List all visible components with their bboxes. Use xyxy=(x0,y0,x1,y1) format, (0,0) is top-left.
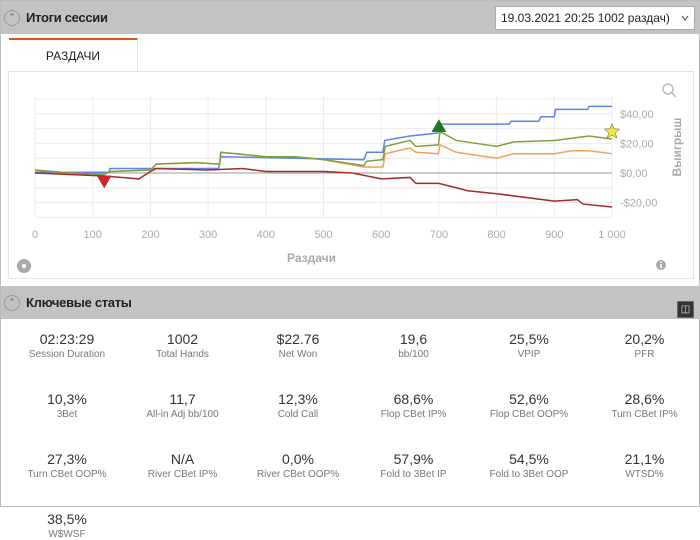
stat-label: PFR xyxy=(587,349,700,360)
section-title: Ключевые статы xyxy=(26,295,132,310)
stat-label: VPIP xyxy=(471,349,587,360)
x-tick-label: 800 xyxy=(487,229,505,241)
triangle-up-marker xyxy=(432,120,446,132)
stat-item: 0,0% River CBet OOP% xyxy=(240,451,356,480)
stat-label: All-in Adj bb/100 xyxy=(125,409,241,420)
collapse-chevron-icon[interactable]: ⌃ xyxy=(4,10,20,26)
stat-item: 20,2% PFR xyxy=(587,331,700,360)
layout-toggle-button[interactable]: ◫ xyxy=(677,301,694,318)
gear-icon[interactable] xyxy=(17,259,31,273)
stat-label: Fold to 3Bet IP xyxy=(356,469,472,480)
stat-item: 68,6% Flop CBet IP% xyxy=(356,391,472,420)
stat-value: 02:23:29 xyxy=(9,331,125,347)
x-tick-label: 700 xyxy=(430,229,448,241)
x-tick-label: 100 xyxy=(84,229,102,241)
x-tick-label: 500 xyxy=(314,229,332,241)
chevron-down-icon xyxy=(681,14,689,22)
stat-label: River CBet IP% xyxy=(125,469,241,480)
stat-label: bb/100 xyxy=(356,349,472,360)
key-stats-header: ⌃ Ключевые статы xyxy=(1,286,700,319)
stat-label: Net Won xyxy=(240,349,356,360)
info-icon-stem xyxy=(660,264,662,268)
y-axis-label: Выигрыш xyxy=(670,118,684,177)
stat-label: Fold to 3Bet OOP xyxy=(471,469,587,480)
stat-label: Session Duration xyxy=(9,349,125,360)
stat-item: 02:23:29 Session Duration xyxy=(9,331,125,360)
stat-label: Cold Call xyxy=(240,409,356,420)
triangle-down-marker xyxy=(97,176,111,188)
session-summary-header: ⌃ Итоги сессии 19.03.2021 20:25 1002 раз… xyxy=(1,1,700,34)
stat-item: N/A River CBet IP% xyxy=(125,451,241,480)
stat-item: 57,9% Fold to 3Bet IP xyxy=(356,451,472,480)
x-axis-label: Раздачи xyxy=(287,251,336,265)
stat-label: Total Hands xyxy=(125,349,241,360)
stat-value: 28,6% xyxy=(587,391,700,407)
stat-value: 68,6% xyxy=(356,391,472,407)
stat-value: 52,6% xyxy=(471,391,587,407)
stat-value: 10,3% xyxy=(9,391,125,407)
stat-item: 12,3% Cold Call xyxy=(240,391,356,420)
stat-item: 25,5% VPIP xyxy=(471,331,587,360)
info-icon-dot xyxy=(660,262,662,264)
stat-value: N/A xyxy=(125,451,241,467)
stat-item: $22.76 Net Won xyxy=(240,331,356,360)
stat-item: 38,5% W$WSF xyxy=(9,511,125,540)
zoom-icon[interactable] xyxy=(663,84,676,97)
section-title: Итоги сессии xyxy=(26,10,108,25)
stat-item: 27,3% Turn CBet OOP% xyxy=(9,451,125,480)
x-tick-label: 900 xyxy=(545,229,563,241)
stat-value: 21,1% xyxy=(587,451,700,467)
stat-label: W$WSF xyxy=(9,529,125,540)
stat-value: 0,0% xyxy=(240,451,356,467)
stat-value: 27,3% xyxy=(9,451,125,467)
x-tick-label: 600 xyxy=(372,229,390,241)
x-tick-label: 0 xyxy=(32,229,38,241)
stat-item: 52,6% Flop CBet OOP% xyxy=(471,391,587,420)
y-tick-label: -$20,00 xyxy=(620,198,657,210)
stat-value: 20,2% xyxy=(587,331,700,347)
y-tick-label: $0,00 xyxy=(620,168,648,180)
winnings-chart: 0 100 200 300 400 500 600 700 800 900 1 000 $40,00 $… xyxy=(9,72,695,280)
session-select[interactable]: 19.03.2021 20:25 1002 раздач) xyxy=(495,6,695,30)
x-tick-label: 1 000 xyxy=(598,229,626,241)
stat-item: 28,6% Turn CBet IP% xyxy=(587,391,700,420)
y-tick-label: $40,00 xyxy=(620,109,654,121)
stat-value: 25,5% xyxy=(471,331,587,347)
stat-item: 54,5% Fold to 3Bet OOP xyxy=(471,451,587,480)
stat-value: 1002 xyxy=(125,331,241,347)
stat-label: River CBet OOP% xyxy=(240,469,356,480)
x-tick-label: 300 xyxy=(199,229,217,241)
stat-item: 11,7 All-in Adj bb/100 xyxy=(125,391,241,420)
stat-label: Turn CBet OOP% xyxy=(9,469,125,480)
stat-value: 19,6 xyxy=(356,331,472,347)
stat-value: $22.76 xyxy=(240,331,356,347)
stat-label: 3Bet xyxy=(9,409,125,420)
stat-item: 19,6 bb/100 xyxy=(356,331,472,360)
stat-label: Turn CBet IP% xyxy=(587,409,700,420)
session-select-value: 19.03.2021 20:25 1002 раздач) xyxy=(501,11,670,25)
stat-item: 10,3% 3Bet xyxy=(9,391,125,420)
stat-item: 1002 Total Hands xyxy=(125,331,241,360)
stat-item: 21,1% WTSD% xyxy=(587,451,700,480)
chart-panel: 0 100 200 300 400 500 600 700 800 900 1 000 $40,00 $… xyxy=(8,71,694,279)
tab-hands[interactable]: РАЗДАЧИ xyxy=(9,38,138,71)
stat-value: 38,5% xyxy=(9,511,125,527)
collapse-chevron-icon[interactable]: ⌃ xyxy=(4,295,20,311)
stat-value: 11,7 xyxy=(125,391,241,407)
x-tick-label: 200 xyxy=(141,229,159,241)
stat-value: 57,9% xyxy=(356,451,472,467)
stat-value: 12,3% xyxy=(240,391,356,407)
stat-value: 54,5% xyxy=(471,451,587,467)
y-tick-label: $20,00 xyxy=(620,138,654,150)
tab-label: РАЗДАЧИ xyxy=(46,49,100,63)
stat-label: WTSD% xyxy=(587,469,700,480)
stat-label: Flop CBet IP% xyxy=(356,409,472,420)
x-tick-label: 400 xyxy=(257,229,275,241)
stat-label: Flop CBet OOP% xyxy=(471,409,587,420)
